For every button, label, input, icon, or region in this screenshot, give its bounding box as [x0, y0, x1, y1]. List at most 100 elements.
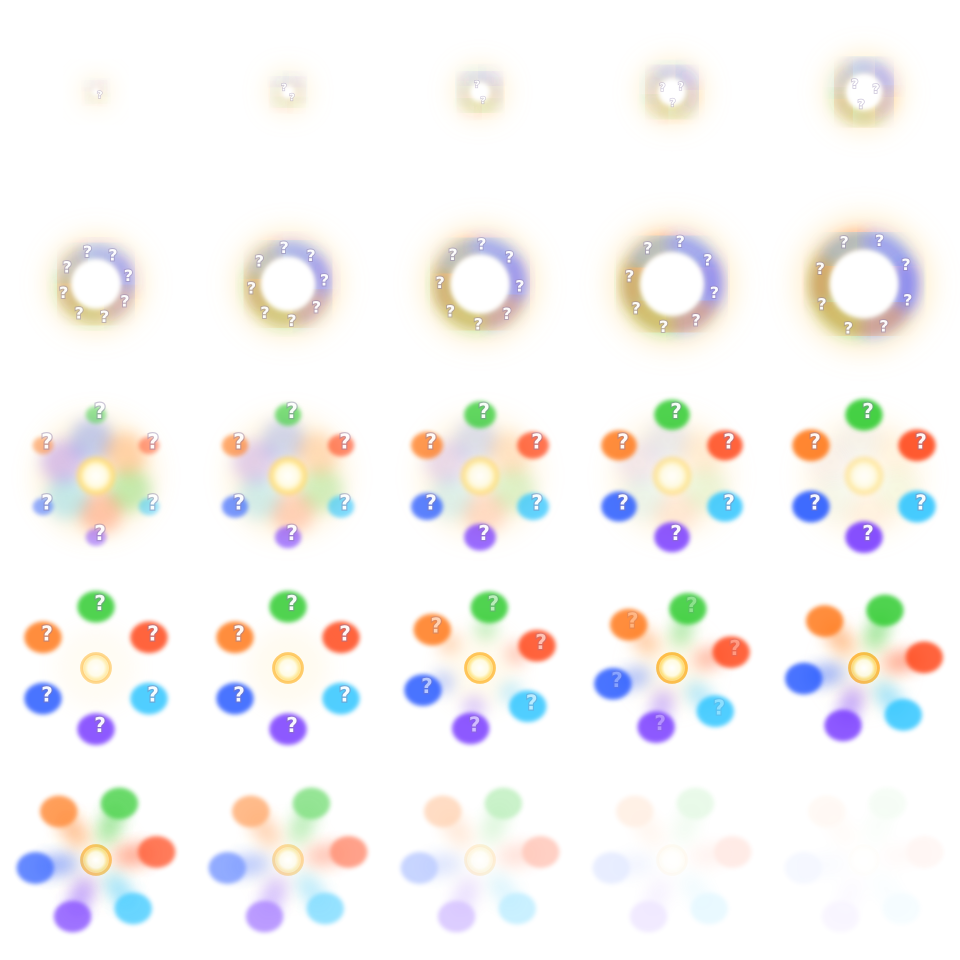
orb-trail: [862, 629, 886, 653]
core-light: [843, 455, 885, 497]
question-mark-glyph: ?: [526, 690, 538, 714]
color-orb: [792, 429, 830, 462]
orb-trail: [94, 823, 118, 847]
core-ring-outline: [272, 844, 304, 876]
core-ring: [465, 845, 495, 875]
swirl-blob: [237, 476, 281, 520]
question-mark-glyph: ?: [659, 82, 665, 94]
orb-trail: [668, 624, 692, 648]
color-orb: [85, 528, 107, 546]
question-mark-glyph: ?: [41, 429, 53, 453]
question-mark-glyph: ?: [611, 668, 623, 692]
orb-trail: [677, 870, 700, 893]
orb-trail: [286, 823, 310, 847]
color-orb: [400, 852, 439, 884]
swirl-blob: [295, 432, 339, 476]
swirl-arc: [664, 85, 699, 119]
color-orb: [269, 590, 307, 623]
question-mark-glyph: ?: [903, 290, 912, 309]
color-orb: [498, 892, 536, 925]
question-mark-glyph: ?: [281, 82, 287, 93]
question-mark-glyph: ?: [474, 315, 483, 334]
question-mark-glyph: ?: [233, 621, 245, 645]
question-mark-glyph: ?: [691, 310, 700, 329]
color-orb: [327, 495, 355, 518]
core-flash: [640, 252, 704, 316]
color-orb: [808, 795, 846, 828]
color-orb: [898, 490, 936, 523]
orb-trail: [484, 869, 508, 893]
question-mark-glyph: ?: [247, 278, 256, 297]
color-orb: [521, 836, 560, 868]
color-orb: [138, 497, 160, 516]
question-mark-glyph: ?: [100, 307, 109, 326]
question-mark-glyph: ?: [531, 429, 543, 453]
orb-trail: [871, 678, 895, 702]
swirl-arc: [850, 89, 896, 124]
color-orb: [845, 521, 883, 554]
color-orb: [322, 621, 360, 654]
question-mark-glyph: ?: [233, 683, 245, 707]
question-mark-glyph: ?: [723, 429, 735, 453]
orb-trail: [495, 844, 519, 869]
question-mark-glyph: ?: [147, 621, 159, 645]
color-orb: [306, 892, 344, 925]
core-light: [651, 455, 693, 497]
question-mark-glyph: ?: [286, 713, 298, 737]
color-orb: [707, 491, 743, 522]
effect-frame-13: ??????: [411, 398, 549, 551]
question-mark-glyph: ?: [320, 271, 329, 290]
color-orb: [137, 836, 176, 868]
effect-frame-8: ????????: [413, 217, 547, 351]
swirl-arc: [446, 294, 522, 331]
color-orb: [616, 795, 654, 828]
swirl-blob: [270, 490, 315, 534]
color-orb: [40, 795, 78, 828]
color-orb: [637, 711, 675, 743]
question-mark-glyph: ?: [872, 81, 879, 96]
core-light: [459, 455, 501, 497]
swirl-blob: [69, 418, 114, 462]
color-orb: [221, 434, 249, 457]
color-orb: [274, 403, 302, 426]
core-ring-outline: [80, 652, 112, 684]
color-orb: [100, 787, 139, 820]
swirl-arc: [98, 84, 108, 103]
question-mark-glyph: ?: [233, 491, 245, 515]
core-ring-outline: [464, 844, 496, 876]
orb-trail: [292, 869, 316, 893]
effect-frame-22: [208, 787, 368, 933]
effect-frame-10: ????????: [786, 206, 942, 362]
color-orb: [654, 522, 690, 553]
orb-trail: [650, 873, 673, 896]
core-ring: [657, 653, 687, 683]
swirl-arc: [72, 286, 134, 323]
orb-trail: [836, 827, 859, 850]
core-flash: [71, 259, 121, 309]
question-mark-glyph: ?: [94, 399, 106, 423]
color-orb: [413, 613, 451, 646]
color-orb: [592, 852, 631, 884]
core-ring-outline: [656, 652, 688, 684]
color-orb: [518, 629, 556, 662]
effect-frame-4: ???: [634, 54, 710, 130]
color-orb: [208, 852, 247, 884]
question-mark-glyph: ?: [430, 614, 442, 638]
question-mark-glyph: ?: [97, 90, 103, 101]
question-mark-glyph: ?: [286, 521, 298, 545]
orb-trail: [478, 823, 502, 847]
color-orb: [601, 430, 637, 461]
color-orb: [654, 399, 690, 430]
color-orb: [866, 594, 904, 627]
color-orb: [884, 699, 923, 731]
core-flash: [281, 85, 295, 99]
orb-trail: [863, 824, 886, 847]
orb-trail: [57, 851, 81, 876]
question-mark-glyph: ?: [862, 399, 874, 423]
orb-trail: [74, 873, 98, 897]
question-mark-glyph: ?: [713, 695, 725, 719]
orb-trail: [652, 688, 676, 712]
core-light: [75, 455, 117, 497]
question-mark-glyph: ?: [83, 242, 92, 261]
swirl-blob: [261, 418, 306, 462]
